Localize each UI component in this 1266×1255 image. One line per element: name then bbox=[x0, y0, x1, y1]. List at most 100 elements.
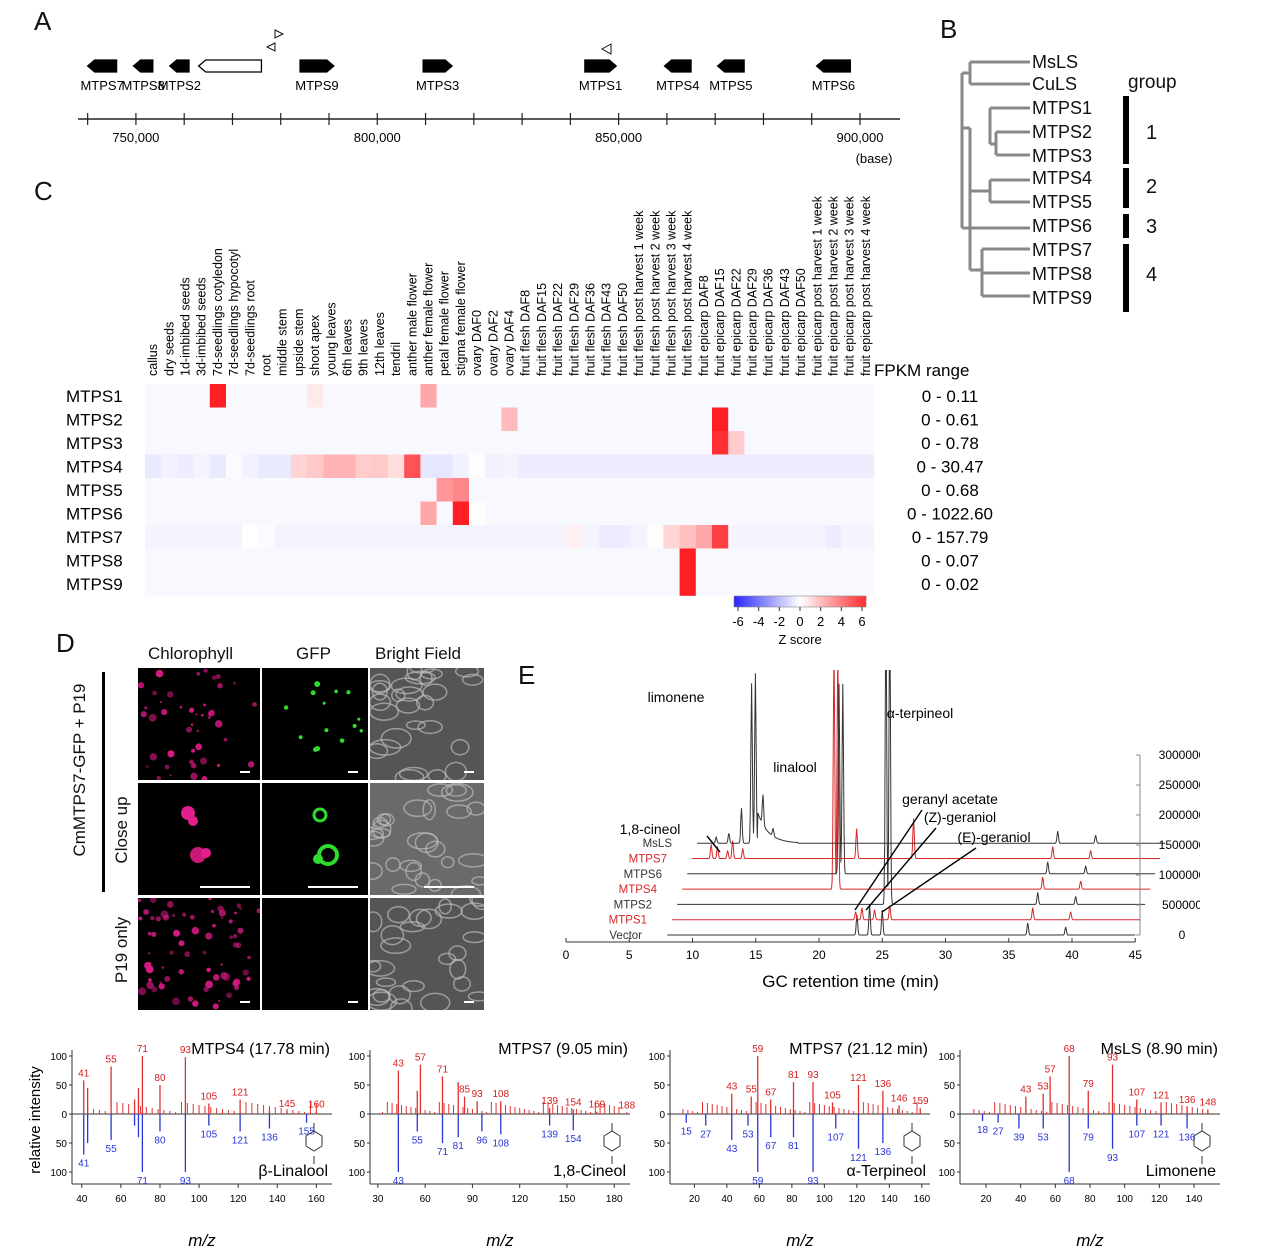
heatmap-cell bbox=[663, 548, 680, 573]
colorbar-segment bbox=[764, 596, 767, 607]
bright-field-image bbox=[370, 668, 484, 780]
spectrum-title: MsLS (8.90 min) bbox=[1101, 1041, 1218, 1058]
heatmap-cell bbox=[501, 548, 518, 573]
colorbar-segment bbox=[772, 596, 775, 607]
colorbar-segment bbox=[760, 596, 763, 607]
heatmap-cell bbox=[825, 384, 842, 408]
heatmap-cell bbox=[728, 431, 745, 455]
heatmap-cell bbox=[371, 384, 389, 408]
heatmap-cell bbox=[371, 431, 389, 455]
colorbar-segment bbox=[818, 596, 821, 607]
heatmap-cell bbox=[404, 478, 421, 502]
spectrum-x-tick-label: 120 bbox=[511, 1194, 528, 1205]
heatmap-cell bbox=[242, 431, 259, 455]
heatmap-cell bbox=[355, 548, 373, 573]
ms-peak-label-bottom: 27 bbox=[700, 1130, 712, 1141]
heatmap-cell bbox=[307, 525, 324, 549]
gene-label: MTPS4 bbox=[656, 78, 699, 93]
spectrum-title: MTPS7 (21.12 min) bbox=[789, 1041, 928, 1058]
heatmap-cell bbox=[809, 478, 826, 502]
heatmap-cell bbox=[712, 501, 729, 526]
heatmap-cell bbox=[145, 407, 162, 432]
small-marker-icon bbox=[265, 42, 276, 52]
heatmap-cell bbox=[209, 454, 227, 479]
heatmap-cell bbox=[712, 572, 729, 596]
heatmap-cell bbox=[663, 525, 680, 549]
heatmap-cell bbox=[760, 384, 778, 408]
heatmap-cell bbox=[776, 454, 794, 479]
heatmap-cell bbox=[550, 548, 567, 573]
colorbar-segment bbox=[796, 596, 799, 607]
heatmap-cell bbox=[339, 384, 356, 408]
gfp-image bbox=[262, 668, 368, 780]
spectrum-y-tick-label: 100 bbox=[938, 1168, 955, 1179]
heatmap-cell bbox=[776, 501, 794, 526]
heatmap-cell bbox=[355, 407, 373, 432]
fpkm-range: 0 - 0.61 bbox=[921, 410, 979, 429]
colorbar-segment bbox=[808, 596, 811, 607]
gene-label: MTPS1 bbox=[579, 78, 622, 93]
heatmap-cell bbox=[776, 431, 794, 455]
heatmap-cell bbox=[533, 501, 551, 526]
heatmap-cell bbox=[355, 501, 373, 526]
heatmap-cell bbox=[566, 548, 583, 573]
heatmap-row-label: MTPS7 bbox=[66, 528, 123, 547]
heatmap-cell bbox=[776, 525, 794, 549]
heatmap-cell bbox=[501, 384, 518, 408]
spectrum-x-tick-label: 60 bbox=[115, 1194, 127, 1205]
colorbar-tick-label: 0 bbox=[796, 614, 803, 629]
colorbar-segment bbox=[840, 596, 843, 607]
colorbar-label: Z score bbox=[778, 632, 821, 647]
heatmap-cell bbox=[469, 407, 486, 432]
fpkm-header: FPKM range bbox=[874, 361, 969, 380]
heatmap-cell bbox=[307, 384, 324, 408]
ms-peak-label-top: 188 bbox=[619, 1100, 636, 1111]
heatmap-cell bbox=[307, 407, 324, 432]
spectrum-y-tick-label: 0 bbox=[359, 1110, 365, 1121]
compound-name: β-Linalool bbox=[258, 1163, 328, 1180]
heatmap-cell bbox=[242, 525, 259, 549]
gene-label: MTPS2 bbox=[158, 78, 201, 93]
colorbar-segment bbox=[768, 596, 771, 607]
heatmap-cell bbox=[420, 454, 437, 479]
fpkm-range: 0 - 30.47 bbox=[916, 457, 983, 476]
annotation-arrow bbox=[865, 827, 937, 911]
heatmap-cell bbox=[533, 384, 551, 408]
gene-arrow bbox=[132, 59, 154, 73]
heatmap-cell bbox=[501, 431, 518, 455]
chlorophyll-image bbox=[138, 668, 260, 780]
spectrum-x-tick-label: 60 bbox=[1050, 1194, 1062, 1205]
heatmap-cell bbox=[388, 478, 405, 502]
heatmap-cell bbox=[679, 572, 697, 596]
ms-peak-label-top: 148 bbox=[1200, 1097, 1217, 1108]
ms-peak-label-top: 85 bbox=[459, 1085, 471, 1096]
spectrum-y-tick-label: 50 bbox=[944, 1139, 956, 1150]
colorbar-segment bbox=[842, 596, 845, 607]
spectra-y-label: relative intensity bbox=[27, 1066, 44, 1174]
heatmap-cell bbox=[226, 525, 243, 549]
heatmap-cell bbox=[420, 501, 437, 526]
ms-peak-label-top: 108 bbox=[492, 1089, 509, 1100]
heatmap-cell bbox=[712, 525, 729, 549]
heatmap-cell bbox=[809, 525, 826, 549]
mass-spectra: relative intensity 100 50 0 50 100 40 60 80 100 12… bbox=[27, 1041, 1220, 1250]
heatmap-cell bbox=[242, 478, 259, 502]
heatmap-cell bbox=[323, 478, 340, 502]
heatmap-cell bbox=[663, 407, 680, 432]
peak-annotation: 1,8-cineol bbox=[620, 821, 681, 837]
heatmap-cell bbox=[258, 501, 275, 526]
ms-peak-label-top: 55 bbox=[746, 1085, 758, 1096]
colorbar-segment bbox=[756, 596, 759, 607]
spectrum-x-tick-label: 80 bbox=[786, 1194, 798, 1205]
heatmap-cell bbox=[145, 525, 162, 549]
heatmap-cell bbox=[679, 478, 697, 502]
colorbar-segment bbox=[858, 596, 861, 607]
ms-peak-label-top: 43 bbox=[1020, 1085, 1032, 1096]
heatmap-cell bbox=[258, 572, 275, 596]
heatmap-cell bbox=[533, 572, 551, 596]
heatmap-cell bbox=[857, 501, 875, 526]
x-tick-label: 35 bbox=[1002, 948, 1016, 962]
heatmap-cell bbox=[647, 454, 664, 479]
heatmap-cell bbox=[485, 384, 502, 408]
ms-peak-label-top: 93 bbox=[1107, 1053, 1119, 1064]
